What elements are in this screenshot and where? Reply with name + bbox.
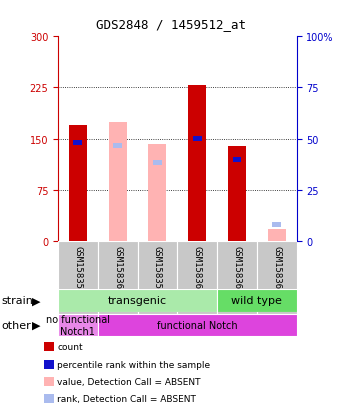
- Text: wild type: wild type: [232, 295, 282, 306]
- Bar: [177, 242, 217, 314]
- Bar: [109, 122, 127, 242]
- Text: value, Detection Call = ABSENT: value, Detection Call = ABSENT: [58, 377, 201, 386]
- Bar: [58, 314, 98, 337]
- Text: ▶: ▶: [32, 295, 41, 306]
- Bar: [58, 242, 98, 314]
- Bar: [137, 242, 177, 314]
- Text: GSM158363: GSM158363: [272, 245, 281, 294]
- Bar: [58, 289, 217, 312]
- Text: other: other: [2, 320, 31, 330]
- Text: GSM158359: GSM158359: [153, 245, 162, 294]
- Text: GSM158361: GSM158361: [193, 245, 202, 294]
- Bar: [74, 140, 82, 145]
- Text: GSM158357: GSM158357: [73, 245, 83, 294]
- Text: percentile rank within the sample: percentile rank within the sample: [58, 360, 211, 369]
- Text: GDS2848 / 1459512_at: GDS2848 / 1459512_at: [95, 18, 246, 31]
- Bar: [272, 222, 281, 227]
- Text: functional Notch: functional Notch: [157, 320, 238, 330]
- Bar: [98, 242, 137, 314]
- Bar: [268, 229, 286, 242]
- Text: strain: strain: [2, 295, 33, 306]
- Bar: [153, 161, 162, 166]
- Bar: [257, 242, 297, 314]
- Bar: [69, 126, 87, 242]
- Text: transgenic: transgenic: [108, 295, 167, 306]
- Bar: [228, 146, 246, 242]
- Bar: [148, 144, 166, 242]
- Text: GSM158362: GSM158362: [233, 245, 241, 294]
- Bar: [188, 86, 206, 242]
- Bar: [217, 289, 297, 312]
- Bar: [217, 242, 257, 314]
- Bar: [113, 144, 122, 149]
- Text: count: count: [58, 342, 83, 351]
- Text: rank, Detection Call = ABSENT: rank, Detection Call = ABSENT: [58, 394, 196, 404]
- Text: ▶: ▶: [32, 320, 41, 330]
- Bar: [98, 314, 297, 337]
- Bar: [193, 137, 202, 142]
- Bar: [233, 157, 241, 162]
- Text: GSM158360: GSM158360: [113, 245, 122, 294]
- Text: no functional
Notch1: no functional Notch1: [46, 314, 110, 336]
